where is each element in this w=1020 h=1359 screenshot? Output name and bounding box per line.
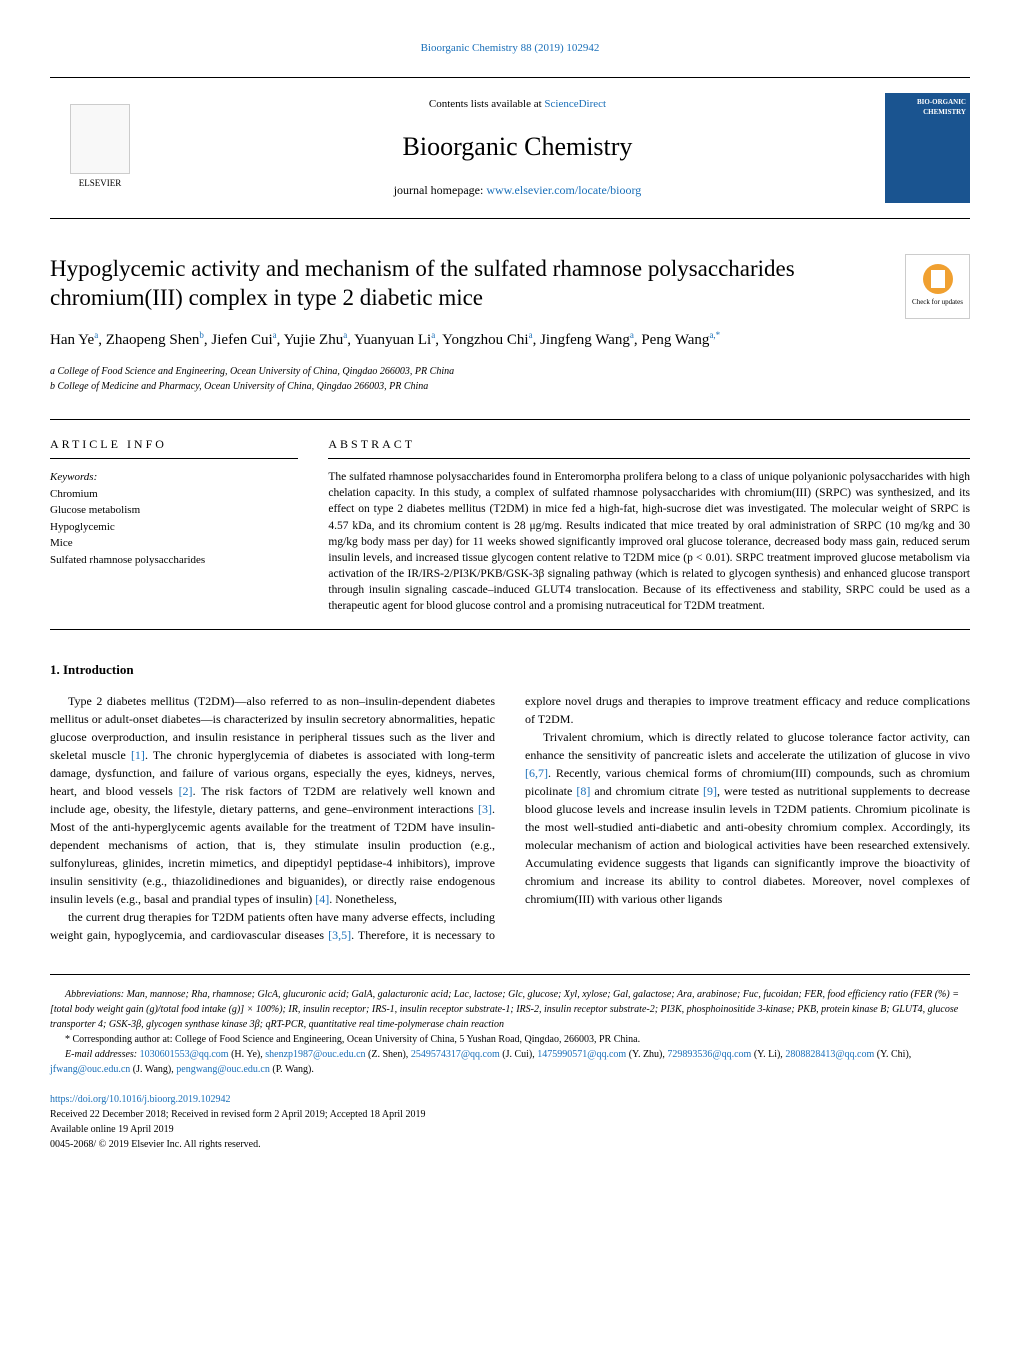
homepage-line: journal homepage: www.elsevier.com/locat… (150, 181, 885, 199)
abstract-column: ABSTRACT The sulfated rhamnose polysacch… (328, 420, 970, 629)
intro-paragraph: Trivalent chromium, which is directly re… (525, 728, 970, 908)
header-center: Contents lists available at ScienceDirec… (150, 96, 885, 200)
citation-link[interactable]: Bioorganic Chemistry 88 (2019) 102942 (421, 42, 600, 54)
footnotes: Abbreviations: Man, mannose; Rha, rhamno… (50, 974, 970, 1077)
introduction-title: 1. Introduction (50, 660, 970, 680)
cover-text: BIO-ORGANIC CHEMISTRY (885, 93, 970, 122)
publisher-name: ELSEVIER (79, 177, 122, 191)
authors-list: Han Yea, Zhaopeng Shenb, Jiefen Cuia, Yu… (50, 328, 970, 352)
article-info-column: ARTICLE INFO Keywords: ChromiumGlucose m… (50, 420, 298, 629)
bottom-info: https://doi.org/10.1016/j.bioorg.2019.10… (50, 1092, 970, 1152)
check-updates-icon (923, 264, 953, 294)
affiliations: a College of Food Science and Engineerin… (50, 364, 970, 394)
abstract-header: ABSTRACT (328, 435, 970, 459)
check-updates-label: Check for updates (912, 297, 963, 308)
affiliation-a: a College of Food Science and Engineerin… (50, 364, 970, 379)
keyword: Chromium (50, 486, 298, 503)
info-abstract-row: ARTICLE INFO Keywords: ChromiumGlucose m… (50, 419, 970, 630)
homepage-prefix: journal homepage: (394, 183, 487, 197)
intro-paragraph: Type 2 diabetes mellitus (T2DM)—also ref… (50, 692, 495, 908)
check-updates-badge[interactable]: Check for updates (905, 254, 970, 319)
copyright: 0045-2068/ © 2019 Elsevier Inc. All righ… (50, 1137, 970, 1152)
keywords-list: ChromiumGlucose metabolismHypoglycemicMi… (50, 486, 298, 569)
introduction-body: Type 2 diabetes mellitus (T2DM)—also ref… (50, 692, 970, 944)
corresponding-author-footnote: * Corresponding author at: College of Fo… (50, 1032, 970, 1047)
journal-title: Bioorganic Chemistry (150, 127, 885, 166)
doi-link[interactable]: https://doi.org/10.1016/j.bioorg.2019.10… (50, 1092, 970, 1107)
keywords-label: Keywords: (50, 469, 298, 486)
contents-prefix: Contents lists available at (429, 98, 544, 110)
keyword: Sulfated rhamnose polysaccharides (50, 552, 298, 569)
top-citation: Bioorganic Chemistry 88 (2019) 102942 (50, 40, 970, 57)
received-dates: Received 22 December 2018; Received in r… (50, 1107, 970, 1122)
journal-header: ELSEVIER Contents lists available at Sci… (50, 77, 970, 219)
available-online: Available online 19 April 2019 (50, 1122, 970, 1137)
article-info-header: ARTICLE INFO (50, 435, 298, 459)
keyword: Hypoglycemic (50, 519, 298, 536)
keyword: Mice (50, 535, 298, 552)
abstract-text: The sulfated rhamnose polysaccharides fo… (328, 469, 970, 614)
elsevier-tree-icon (70, 104, 130, 174)
article-title: Hypoglycemic activity and mechanism of t… (50, 254, 970, 314)
contents-line: Contents lists available at ScienceDirec… (150, 96, 885, 113)
journal-cover-thumb: BIO-ORGANIC CHEMISTRY (885, 93, 970, 203)
abbreviations-footnote: Abbreviations: Man, mannose; Rha, rhamno… (50, 987, 970, 1032)
homepage-link[interactable]: www.elsevier.com/locate/bioorg (486, 183, 641, 197)
sciencedirect-link[interactable]: ScienceDirect (544, 98, 606, 110)
keyword: Glucose metabolism (50, 502, 298, 519)
introduction-section: 1. Introduction Type 2 diabetes mellitus… (50, 660, 970, 944)
elsevier-logo: ELSEVIER (50, 104, 150, 191)
affiliation-b: b College of Medicine and Pharmacy, Ocea… (50, 379, 970, 394)
email-addresses-footnote: E-mail addresses: 1030601553@qq.com (H. … (50, 1047, 970, 1077)
